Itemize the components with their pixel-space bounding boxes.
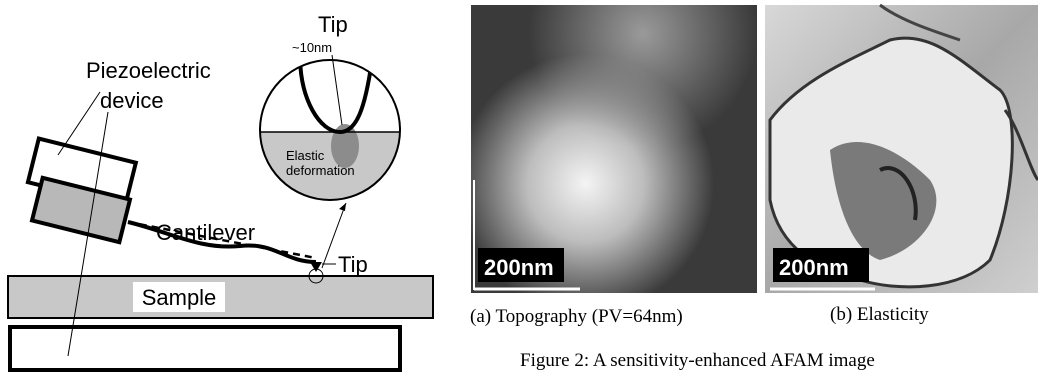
size-pointer (332, 55, 342, 125)
tip-label: Tip (338, 252, 368, 277)
figure-caption: Figure 2: A sensitivity-enhanced AFAM im… (520, 350, 875, 371)
deformation-label-1: Elastic (286, 148, 325, 163)
piezo-label-1: Piezoelectric (86, 58, 211, 83)
figure: Sample Tip Piezoelectric device Cantilev… (0, 0, 1038, 373)
zoom-tip-label: Tip (318, 12, 348, 37)
page: {"diagram": { "piezo_label": ["Piezoelec… (0, 0, 1038, 373)
size-label: ~10nm (292, 40, 332, 55)
topography-image: 200nm (471, 5, 757, 293)
zoom-view (258, 55, 410, 212)
caption-b: (b) Elasticity (830, 304, 929, 325)
elasticity-image: 200nm (765, 5, 1038, 293)
stage (10, 327, 400, 370)
zoom-arrowhead (339, 203, 346, 211)
caption-a: (a) Topography (PV=64nm) (470, 306, 683, 327)
scale-bar-label: 200nm (779, 255, 849, 280)
piezo-pointer-1 (58, 92, 100, 155)
deformation-label-2: deformation (286, 163, 355, 178)
cantilever-label: Cantilever (156, 220, 255, 245)
sample-label: Sample (142, 285, 217, 310)
afm-diagram: Sample Tip Piezoelectric device Cantilev… (8, 12, 433, 370)
piezo-label-2: device (100, 88, 164, 113)
scale-bar-label: 200nm (484, 255, 554, 280)
